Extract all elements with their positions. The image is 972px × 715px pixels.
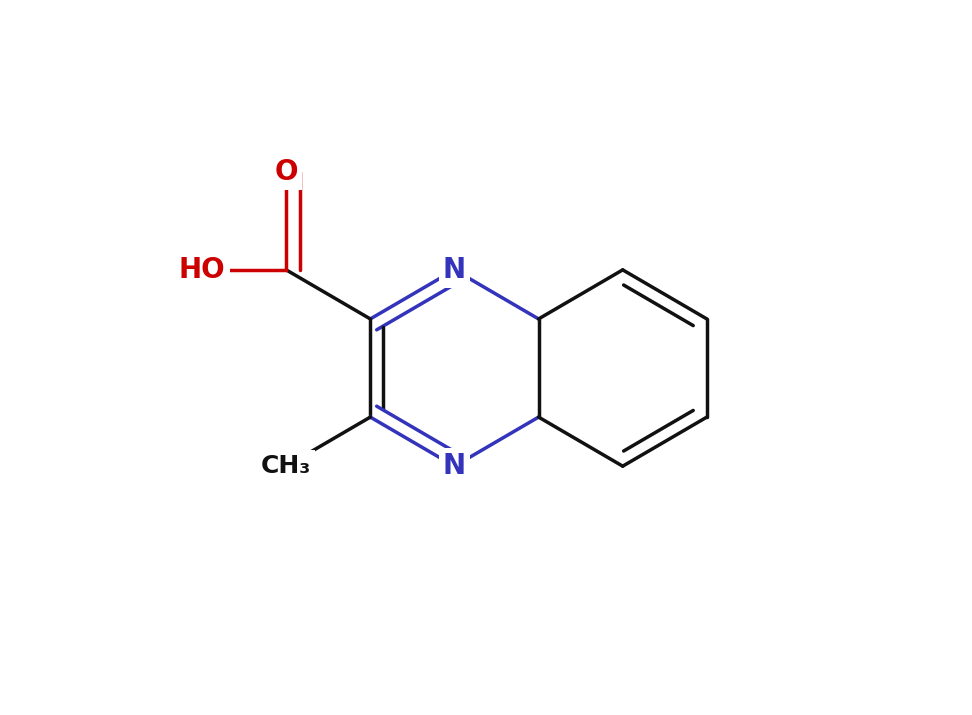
Text: N: N xyxy=(443,256,466,284)
Text: CH₃: CH₃ xyxy=(261,454,311,478)
Text: HO: HO xyxy=(179,256,226,284)
Text: O: O xyxy=(274,158,298,186)
Text: N: N xyxy=(443,452,466,480)
